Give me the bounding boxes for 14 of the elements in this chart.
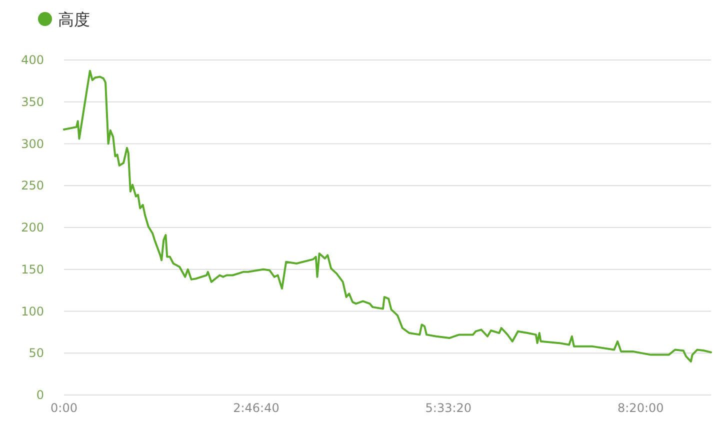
y-tick-label: 350 bbox=[21, 94, 44, 109]
y-tick-label: 50 bbox=[28, 346, 44, 360]
x-tick-label: 8:20:00 bbox=[618, 401, 664, 415]
y-tick-label: 200 bbox=[21, 220, 44, 234]
y-tick-label: 150 bbox=[21, 262, 44, 276]
x-tick-label: 0:00 bbox=[50, 401, 78, 415]
y-tick-label: 0 bbox=[36, 388, 44, 402]
y-tick-label: 100 bbox=[21, 304, 44, 318]
y-tick-label: 400 bbox=[21, 53, 44, 67]
x-tick-label: 5:33:20 bbox=[425, 401, 472, 415]
legend-label: 高度 bbox=[58, 10, 90, 29]
y-tick-label: 300 bbox=[21, 136, 44, 151]
y-tick-label: 250 bbox=[21, 178, 44, 193]
x-tick-label: 2:46:40 bbox=[233, 401, 280, 415]
